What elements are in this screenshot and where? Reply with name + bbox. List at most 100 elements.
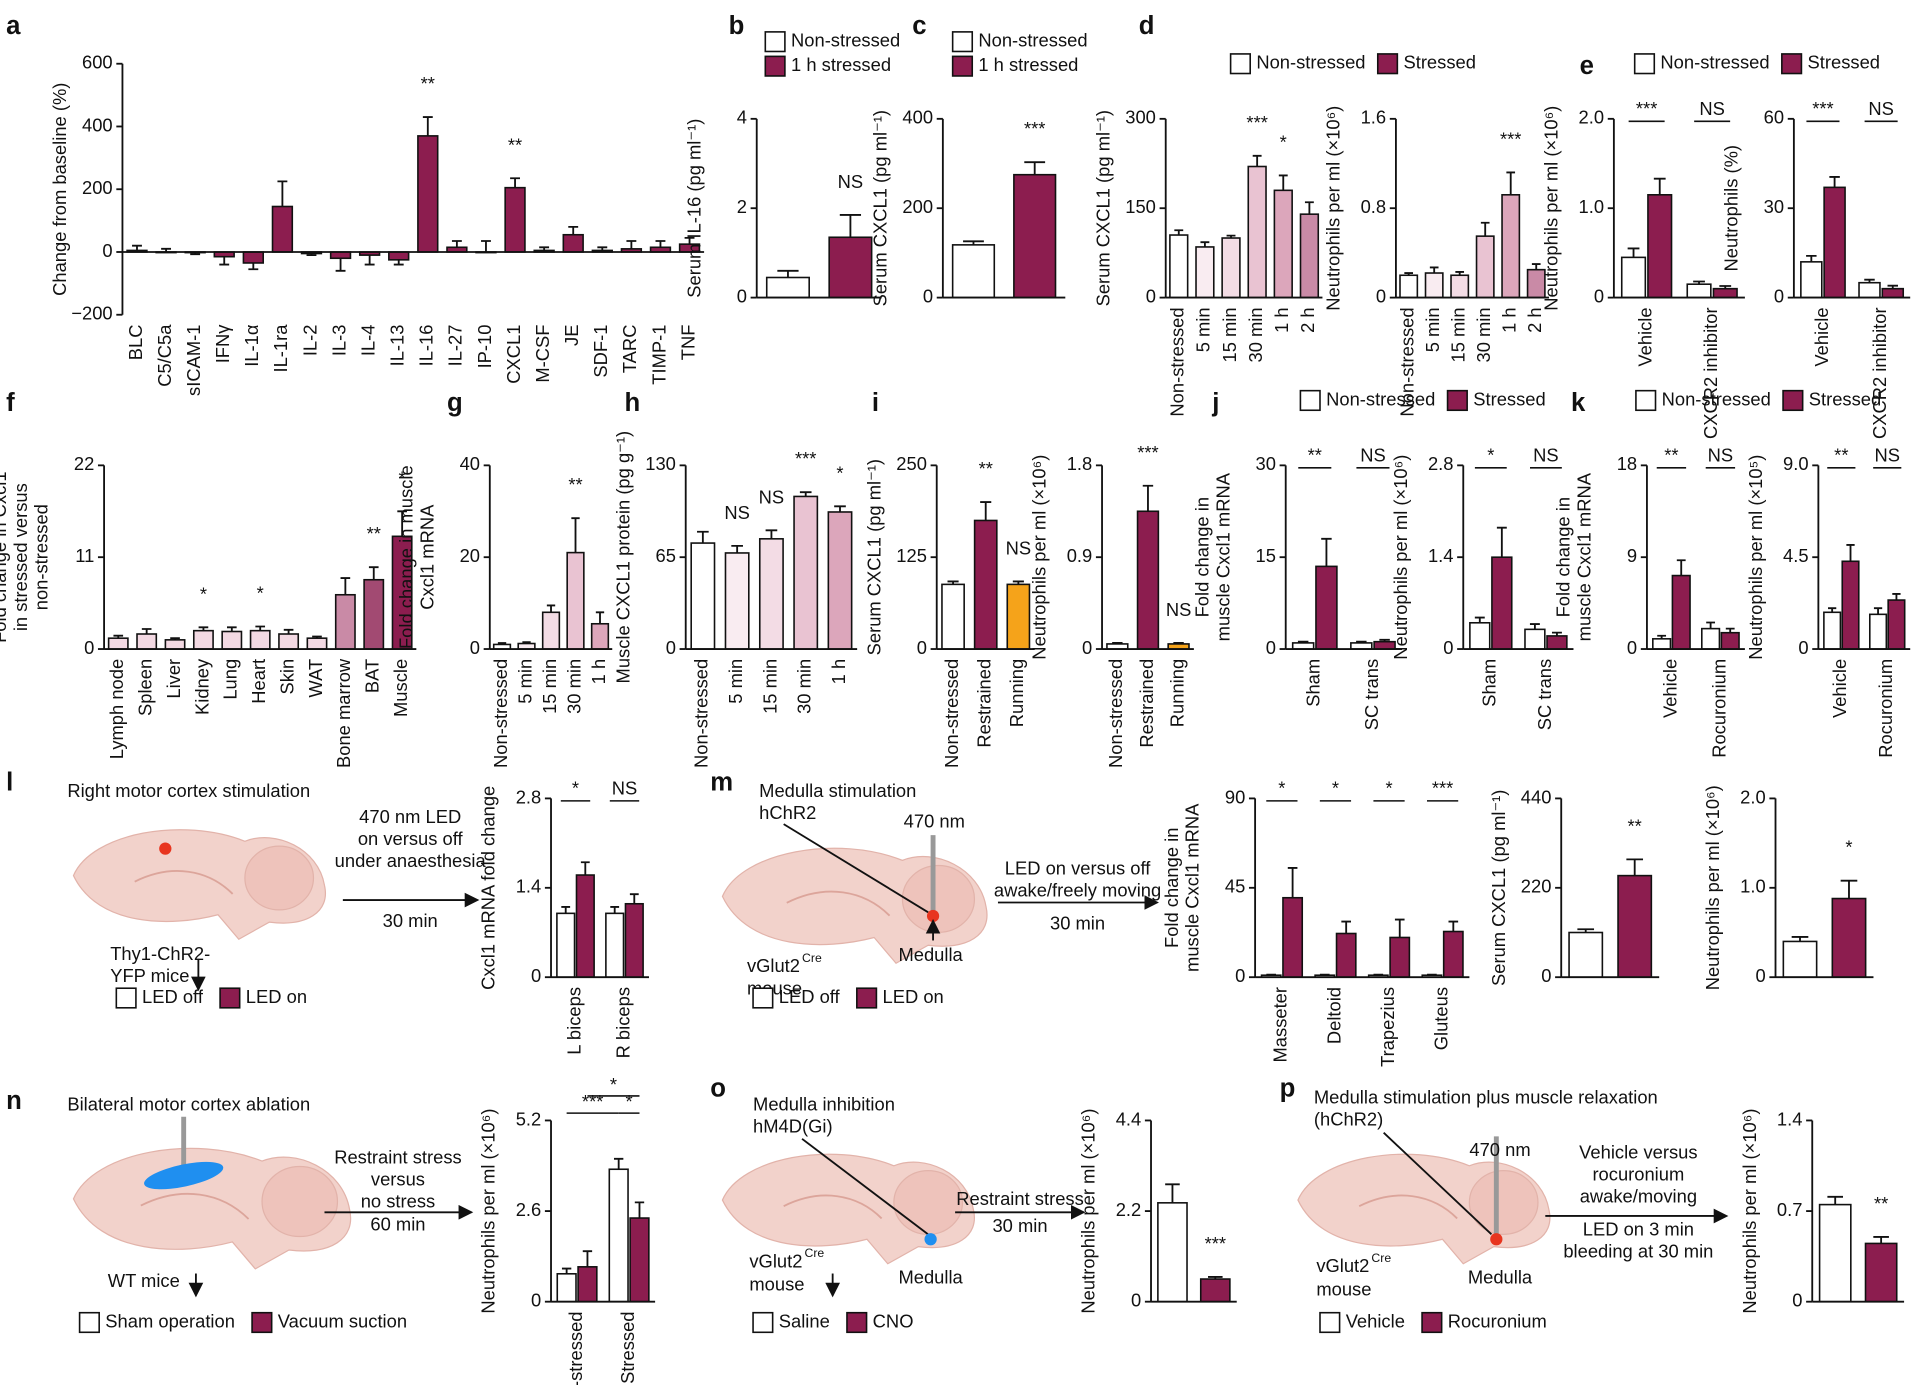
bar <box>388 251 410 261</box>
diagram-label: 30 min <box>992 1215 1047 1236</box>
x-tick-label: C5/C5a <box>154 324 175 387</box>
error-bar <box>113 634 124 639</box>
cerebellum <box>1468 1170 1539 1235</box>
significance-label: * <box>1280 131 1287 152</box>
y-axis-label: Neutrophils per ml (×10⁶) <box>1739 1109 1760 1314</box>
error-bar <box>963 240 984 245</box>
bar <box>1501 194 1521 299</box>
diagram-label: hChR2 <box>759 802 816 823</box>
legend-label: Stressed <box>1809 388 1881 409</box>
x-tick-label: Non-stressed <box>490 659 511 768</box>
x-tick-label: Rocuronium <box>1875 659 1896 758</box>
cerebellum <box>261 1165 339 1238</box>
bar <box>1647 194 1673 299</box>
x-tick-label: TNF <box>677 325 698 361</box>
legend-swatch <box>251 1311 273 1334</box>
x-tick-label: Skin <box>276 659 297 695</box>
error-bar <box>731 544 743 553</box>
bar <box>556 912 576 978</box>
x-tick-label: 1 h <box>1271 307 1292 333</box>
error-bar <box>1791 936 1809 942</box>
bar <box>1199 1278 1231 1303</box>
x-tick-label: Non-stressed <box>941 659 962 768</box>
y-tick-label: 250 <box>896 453 927 474</box>
bar <box>1712 287 1738 299</box>
bar <box>828 236 873 299</box>
bar <box>624 902 644 978</box>
significance-label: *** <box>1432 778 1453 799</box>
y-axis-label: Cxcl1 mRNA <box>416 504 437 610</box>
x-tick-label: SC trans <box>1534 659 1555 730</box>
bar <box>556 1273 577 1303</box>
x-tick-label: Liver <box>163 659 184 699</box>
error-bar <box>1278 174 1288 191</box>
y-tick-label: 2.6 <box>516 1199 542 1220</box>
diagram-label: no stress <box>361 1190 436 1211</box>
x-tick-label: R biceps <box>612 987 633 1058</box>
y-tick-label: 0 <box>1792 1290 1802 1311</box>
x-tick-label: Stressed <box>617 1311 638 1383</box>
y-axis-label: muscle Cxcl1 mRNA <box>1574 472 1595 641</box>
error-bar <box>1828 607 1837 613</box>
bar <box>1221 237 1241 299</box>
error-bar <box>561 1267 572 1274</box>
bar <box>562 233 584 253</box>
error-bar <box>1829 176 1840 188</box>
bar <box>221 630 243 650</box>
bar <box>1881 287 1905 299</box>
brain-fold <box>134 870 234 895</box>
diagram-label: Restraint stress <box>334 1146 462 1167</box>
cerebellum <box>244 845 315 911</box>
y-tick-label: 0 <box>1131 1290 1141 1311</box>
diagram-label: awake/moving <box>1580 1185 1697 1206</box>
error-bar <box>1304 201 1314 215</box>
x-tick-label: Non-stressed <box>1397 307 1418 416</box>
panel-letter: l <box>6 769 13 797</box>
x-tick-label: Sham <box>1303 659 1324 707</box>
significance-label: *** <box>1636 98 1657 119</box>
error-bar <box>1266 973 1276 976</box>
diagram-label: YFP mice <box>110 965 189 986</box>
x-tick-label: IL-1ra <box>270 324 291 373</box>
diagram-label: Medulla <box>1468 1266 1533 1287</box>
x-tick-label: 15 min <box>1219 307 1240 362</box>
significance-label: * <box>626 1091 633 1112</box>
x-tick-label: Lung <box>220 659 241 700</box>
error-bar <box>1864 278 1875 283</box>
bar <box>1299 213 1320 299</box>
y-axis-label: Fold change in <box>1192 497 1213 617</box>
bar <box>1389 936 1411 978</box>
y-axis-label: Serum CXCL1 (pg ml⁻¹) <box>1092 110 1113 306</box>
x-tick-label: BLC <box>125 325 146 361</box>
error-bar <box>1379 638 1390 642</box>
cerebellum <box>893 1170 964 1235</box>
bar <box>793 495 819 650</box>
error-bar <box>1725 627 1735 633</box>
x-tick-label: 30 min <box>1245 307 1266 362</box>
error-bar <box>510 177 520 188</box>
x-tick-label: SC trans <box>1361 659 1382 730</box>
inhibition-site <box>924 1233 937 1246</box>
error-bar <box>1474 616 1485 623</box>
legend-label: Vacuum suction <box>278 1310 407 1331</box>
significance-label: NS <box>724 502 750 523</box>
brain-fold <box>1358 1194 1458 1220</box>
significance-label: *** <box>1205 1233 1226 1254</box>
x-tick-label: Running <box>1166 659 1187 727</box>
error-bar <box>312 635 322 639</box>
diagram-label: Medulla stimulation plus muscle relaxati… <box>1314 1086 1658 1107</box>
error-bar <box>582 1250 593 1267</box>
diagram-label: awake/freely moving <box>994 879 1161 900</box>
bar <box>1887 599 1906 650</box>
y-tick-label: 0 <box>1755 965 1765 986</box>
diagram-label: 30 min <box>383 910 438 931</box>
bar <box>1800 261 1823 299</box>
legend-label: LED on <box>246 986 307 1007</box>
diagram-label: vGlut2 <box>1316 1255 1369 1276</box>
legend-label: Stressed <box>1403 52 1475 73</box>
bar <box>758 538 784 650</box>
error-bar <box>1174 229 1184 236</box>
error-bar <box>834 505 846 512</box>
x-tick-label: Vehicle <box>1659 659 1680 718</box>
bar <box>1450 274 1470 299</box>
